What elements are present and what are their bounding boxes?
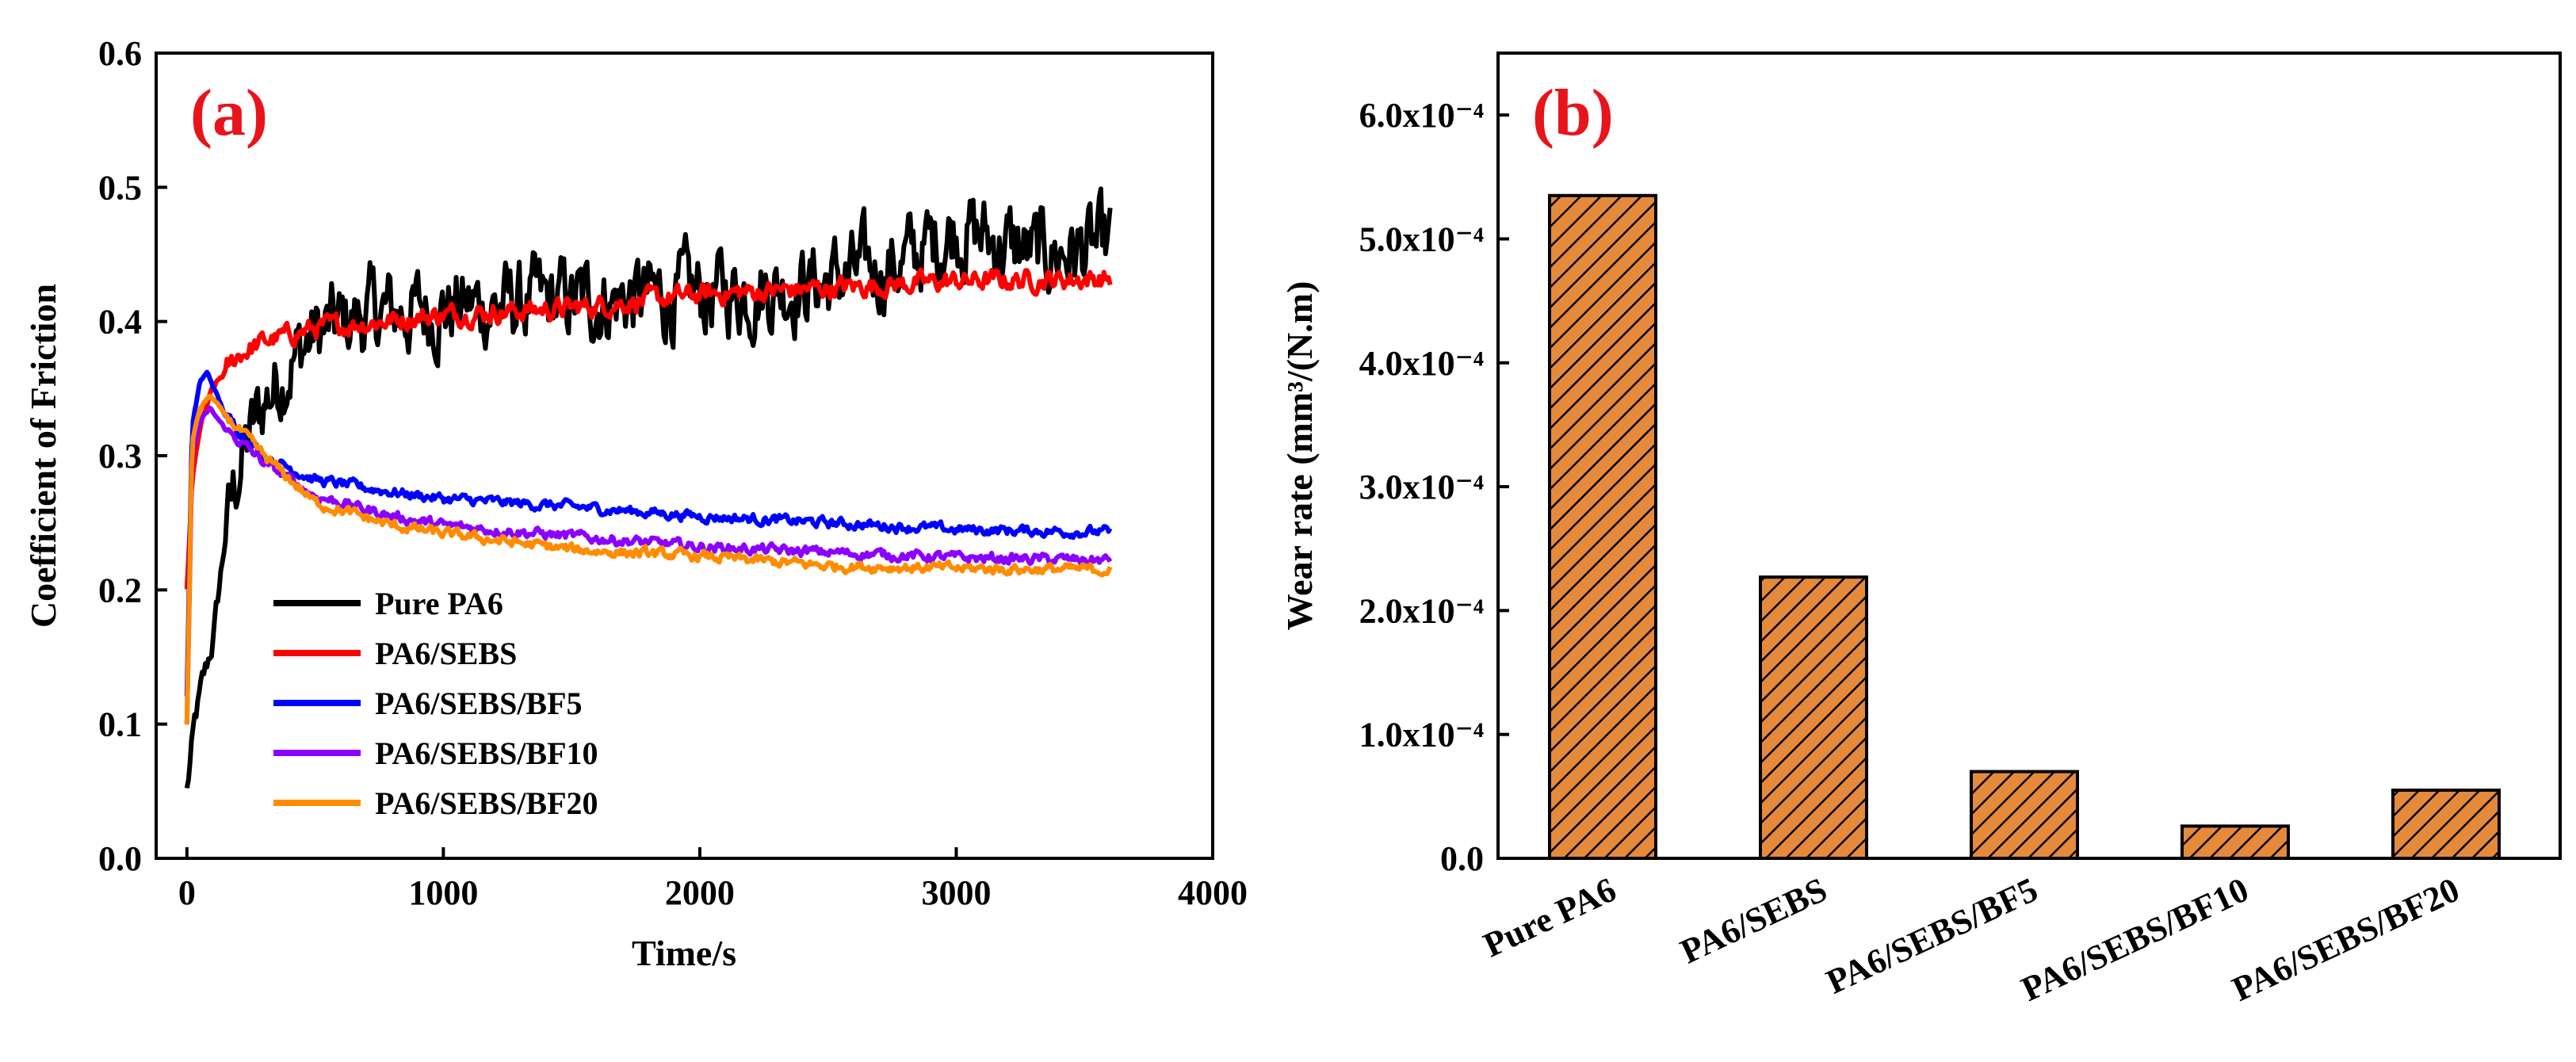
- bar-3: [2180, 824, 2290, 860]
- y-tick-label: 1.0x10⁻⁴: [1359, 716, 1484, 754]
- bar-0: [1548, 193, 1657, 860]
- legend-label-4: PA6/SEBS/BF20: [375, 785, 598, 821]
- x-tick-label: 3000: [921, 873, 991, 912]
- bar-2: [1970, 770, 2079, 860]
- y-tick-label: 3.0x10⁻⁴: [1359, 468, 1484, 506]
- y-tick-label: 2.0x10⁻⁴: [1359, 591, 1484, 630]
- y-tick-label: 4.0x10⁻⁴: [1359, 344, 1484, 383]
- panel-label-b: (b): [1532, 76, 1614, 150]
- x-tick-label: 2000: [665, 873, 735, 912]
- y-tick-label: 5.0x10⁻⁴: [1359, 220, 1484, 258]
- series-line-0: [184, 186, 1113, 789]
- x-tick-label: 1000: [408, 873, 478, 912]
- friction-x-axis-label: Time/s: [632, 933, 736, 973]
- legend-label-1: PA6/SEBS: [375, 636, 517, 671]
- y-tick-label: 0.3: [98, 437, 142, 476]
- y-tick-label: 0.0: [1440, 839, 1484, 878]
- legend: Pure PA6 PA6/SEBS PA6/SEBS/BF5 PA6/SEBS/BF1…: [273, 586, 598, 821]
- series-line-1: [184, 267, 1113, 590]
- legend-label-3: PA6/SEBS/BF10: [375, 735, 598, 771]
- category-label-4: PA6/SEBS/BF20: [2226, 870, 2465, 1009]
- bar-1: [1759, 575, 1868, 860]
- y-tick-label: 0.1: [98, 705, 142, 744]
- y-tick-label: 0.0: [98, 839, 142, 878]
- y-tick-label: 6.0x10⁻⁴: [1359, 96, 1484, 135]
- category-label-2: PA6/SEBS/BF5: [1821, 870, 2043, 1002]
- friction-y-axis-label: Coefficient of Friction: [23, 284, 63, 628]
- series-line-3: [184, 405, 1113, 724]
- category-label-1: PA6/SEBS: [1675, 870, 1833, 972]
- category-label-3: PA6/SEBS/BF10: [2016, 870, 2254, 1009]
- series-line-4: [184, 393, 1113, 725]
- x-tick-label: 0: [178, 873, 196, 912]
- y-tick-label: 0.5: [98, 168, 142, 207]
- bar-4: [2391, 789, 2501, 860]
- friction-chart: 0 1000 2000 3000 4000 0.0 0.1 0.2 0.3 0.4 0.5 0.6 (…: [23, 34, 1248, 973]
- y-tick-label: 0.2: [98, 571, 142, 609]
- y-tick-label: 0.4: [98, 303, 142, 342]
- x-tick-label: 4000: [1178, 873, 1248, 912]
- wear-rate-chart: 0.0 1.0x10⁻⁴ 2.0x10⁻⁴ 3.0x10⁻⁴ 4.0x10⁻⁴ 5.0x1…: [1279, 52, 2562, 1009]
- legend-label-2: PA6/SEBS/BF5: [375, 686, 583, 721]
- y-tick-label: 0.6: [98, 34, 142, 73]
- category-label-0: Pure PA6: [1477, 870, 1622, 965]
- wear-y-axis-label: Wear rate (mm³/(N.m): [1279, 281, 1320, 631]
- panel-label-a: (a): [190, 76, 268, 150]
- friction-plot-frame: [155, 52, 1214, 860]
- series-line-2: [184, 369, 1113, 697]
- legend-label-0: Pure PA6: [375, 586, 503, 621]
